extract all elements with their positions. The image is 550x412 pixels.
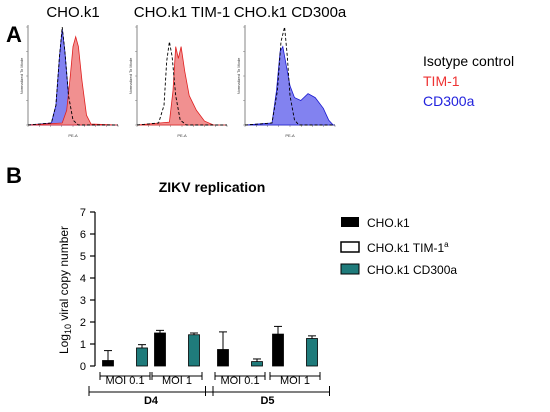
panel-b-legend: CHO.k1 CHO.k1 TIM-1a CHO.k1 CD300a bbox=[340, 216, 457, 277]
legend-label-tim1-text: CHO.k1 TIM-1 bbox=[367, 241, 444, 255]
legend-label-cd300a: CHO.k1 CD300a bbox=[367, 263, 457, 277]
flow-plot-title: CHO.k1 TIM-1 bbox=[134, 4, 230, 21]
flow-histogram bbox=[136, 46, 227, 126]
legend-label-chok1: CHO.k1 bbox=[367, 216, 410, 230]
y-axis-label-sub: 10 bbox=[63, 324, 73, 334]
y-tick-label: 4 bbox=[80, 273, 86, 285]
flow-histogram bbox=[27, 35, 119, 126]
bar-cd300a bbox=[188, 334, 200, 367]
bar-chok1 bbox=[272, 333, 284, 367]
y-axis-label: Log10 viral copy number bbox=[57, 226, 73, 354]
bar-cd300a bbox=[306, 338, 318, 367]
bar-chok1 bbox=[217, 349, 229, 367]
flow-plot-3: CHO.k1 CD300a Normalized To Mode PE-A bbox=[234, 4, 347, 138]
flow-isotype-line bbox=[244, 26, 335, 126]
y-tick-label: 3 bbox=[80, 295, 86, 307]
flow-x-axis-label: PE-A bbox=[285, 133, 295, 138]
y-tick-label: 0 bbox=[80, 361, 86, 373]
y-tick-label: 2 bbox=[80, 317, 86, 329]
legend-isotype: Isotype control bbox=[423, 53, 514, 69]
panel-a-letter: A bbox=[6, 22, 22, 47]
bar-cd300a bbox=[136, 347, 148, 367]
y-tick-label: 7 bbox=[80, 207, 86, 219]
legend-cd300a: CD300a bbox=[423, 93, 475, 109]
flow-y-axis-label: Normalized To Mode bbox=[128, 57, 133, 94]
flow-plot-title: CHO.k1 bbox=[46, 4, 99, 21]
flow-isotype-line bbox=[136, 41, 227, 126]
flow-y-axis-label: Normalized To Mode bbox=[236, 57, 241, 94]
group-label: MOI 0.1 bbox=[105, 375, 144, 387]
bar-chok1 bbox=[102, 360, 114, 367]
legend-label-tim1: CHO.k1 TIM-1a bbox=[367, 240, 449, 255]
y-tick-label: 6 bbox=[80, 229, 86, 241]
chart-title: ZIKV replication bbox=[159, 179, 266, 195]
flow-y-axis-label: Normalized To Mode bbox=[19, 57, 24, 94]
flow-isotype-line bbox=[27, 26, 118, 126]
bar-cd300a bbox=[251, 361, 263, 367]
y-tick-label: 1 bbox=[80, 339, 86, 351]
legend-swatch-chok1 bbox=[341, 217, 359, 227]
day-label: D5 bbox=[260, 395, 274, 407]
flow-plot-2: CHO.k1 TIM-1 Normalized To Mode PE-A bbox=[128, 4, 230, 138]
panel-a-legend: Isotype control TIM-1 CD300a bbox=[423, 53, 514, 109]
day-label: D4 bbox=[144, 395, 159, 407]
y-axis-label-rest: viral copy number bbox=[57, 226, 71, 324]
flow-histogram bbox=[244, 45, 335, 126]
group-label: MOI 1 bbox=[162, 375, 192, 387]
y-axis-label-prefix: Log bbox=[57, 334, 71, 354]
panel-b-letter: B bbox=[6, 163, 22, 188]
bar-chok1 bbox=[154, 332, 166, 367]
flow-x-axis-label: PE-A bbox=[177, 133, 187, 138]
flow-plot-title: CHO.k1 CD300a bbox=[234, 4, 347, 21]
legend-tim1: TIM-1 bbox=[423, 73, 460, 89]
legend-label-tim1-sup: a bbox=[444, 240, 449, 249]
flow-x-axis-label: PE-A bbox=[68, 133, 78, 138]
group-label: MOI 1 bbox=[280, 375, 310, 387]
y-tick-label: 5 bbox=[80, 251, 86, 263]
legend-swatch-cd300a bbox=[340, 263, 360, 275]
group-label: MOI 0.1 bbox=[220, 375, 259, 387]
legend-swatch-tim1 bbox=[340, 241, 360, 253]
flow-plot-1: CHO.k1 Normalized To Mode PE-A bbox=[19, 4, 119, 138]
